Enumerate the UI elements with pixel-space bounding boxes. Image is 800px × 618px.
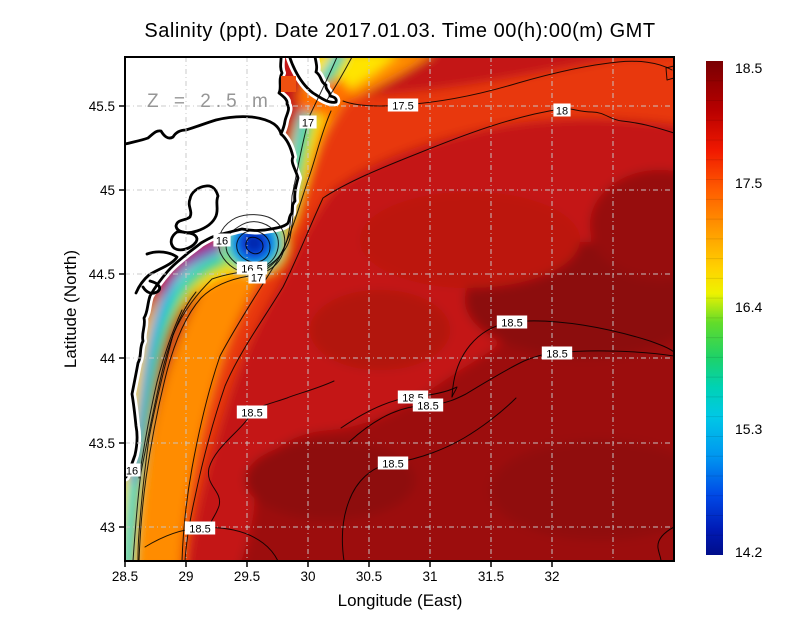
contour-18-5-a (451, 320, 674, 398)
y-tick-label: 44.5 (89, 267, 115, 282)
contour-label: 18.5 (546, 349, 567, 361)
contour-label-box (553, 103, 571, 117)
land (125, 57, 341, 482)
x-tick-label: 30.5 (356, 569, 382, 584)
contour-17 (138, 57, 338, 561)
salinity-patch (245, 440, 415, 520)
contour-14-5-eddy (245, 236, 264, 255)
colorbar: 18.5 17.5 16.4 15.3 14.2 (706, 60, 762, 560)
colorbar-steps (706, 80, 723, 536)
contour-label: 18 (556, 106, 568, 118)
lagoon-shoreline-small (141, 279, 161, 295)
contour-label: 17 (251, 273, 263, 285)
contour-label-box (123, 463, 141, 477)
x-tick-label: 32 (544, 569, 559, 584)
contour-label: 18.5 (417, 401, 438, 413)
colorbar-tick-label: 16.4 (735, 299, 762, 315)
contour-18-5-bottom (144, 527, 279, 561)
contour-label: 17.5 (392, 101, 413, 113)
colorbar-gradient (706, 61, 723, 555)
x-tick-label: 30 (300, 569, 315, 584)
salinity-band-orange (132, 57, 429, 561)
contour-label: 18.5 (241, 408, 262, 420)
x-tick-label: 28.5 (112, 569, 138, 584)
contour-label: 18.5 (382, 459, 403, 471)
lagoon-outline-small (169, 230, 199, 252)
contour-16-south (132, 291, 197, 561)
contour-18-5-b1 (340, 386, 458, 429)
y-tick-label: 43 (100, 520, 115, 535)
salinity-patch (310, 290, 450, 370)
contour-label-box (299, 115, 317, 129)
contour-label-box (496, 315, 528, 329)
colorbar-tick-label: 18.5 (735, 60, 762, 76)
contour-label: 16 (216, 236, 228, 248)
contour-17-5-south (181, 110, 332, 561)
depth-annotation: Z = 2.5 m (147, 91, 273, 112)
x-tick-label: 31.5 (478, 569, 504, 584)
lagoon-shoreline (134, 250, 179, 295)
colorbar-tick-label: 15.3 (735, 421, 762, 437)
salinity-band-17-18 (147, 57, 674, 561)
contour-16-eddy (218, 214, 286, 275)
y-axis-label: Latitude (North) (61, 250, 80, 368)
salinity-patch (590, 170, 674, 280)
contour-label-box (541, 346, 573, 360)
contour-18 (184, 108, 674, 561)
contour-label: 16 (126, 466, 138, 478)
contour-15-5-eddy (225, 221, 279, 270)
y-tick-label: 45 (100, 183, 115, 198)
colorbar-tick-label: 17.5 (735, 175, 762, 191)
contour-label-box (236, 405, 268, 419)
colorbar-ticks: 18.5 17.5 16.4 15.3 14.2 (735, 60, 762, 560)
y-tick-label: 44 (100, 351, 116, 366)
mainland-coastline (125, 57, 300, 479)
figure-title: Salinity (ppt). Date 2017.01.03. Time 00… (144, 20, 655, 42)
contour-label-box (184, 521, 216, 535)
salinity-patch (360, 192, 580, 288)
contour-label-box (213, 233, 231, 247)
contour-labels: 1717.5181616.51718.518.518.518.518.518.5… (123, 98, 573, 536)
contour-label-box (387, 98, 419, 112)
contour-17-5-hook (665, 65, 674, 81)
salinity-patch (490, 440, 674, 540)
contour-label: 17 (302, 118, 314, 130)
map-border (124, 56, 675, 562)
y-axis: 45.5 45 44.5 44 43.5 43 (89, 99, 125, 535)
y-tick-label: 45.5 (89, 99, 115, 114)
x-tick-label: 31 (422, 569, 437, 584)
gridlines (125, 57, 674, 561)
contour-label: 18.5 (189, 524, 210, 536)
contour-corner-hook (657, 526, 674, 561)
x-tick-label: 29.5 (234, 569, 260, 584)
contour-16-5 (137, 184, 295, 561)
x-tick-label: 29 (178, 569, 193, 584)
contour-label-box (377, 456, 409, 470)
river-cell-marker (281, 76, 296, 92)
colorbar-tick-label: 14.2 (735, 544, 762, 560)
delta-east-bank (288, 57, 338, 104)
contour-label-box (412, 398, 444, 412)
contour-label-box (248, 270, 266, 284)
contour-label: 18.5 (501, 318, 522, 330)
x-axis-label: Longitude (East) (338, 591, 463, 610)
y-tick-label: 43.5 (89, 436, 115, 451)
contour-15-5-south (138, 309, 183, 479)
contour-18-5-west-loop (207, 380, 335, 528)
contour-delta-short (326, 57, 353, 101)
x-axis: 28.5 29 29.5 30 30.5 31 31.5 32 (112, 561, 560, 584)
contour-15-eddy (236, 230, 271, 263)
